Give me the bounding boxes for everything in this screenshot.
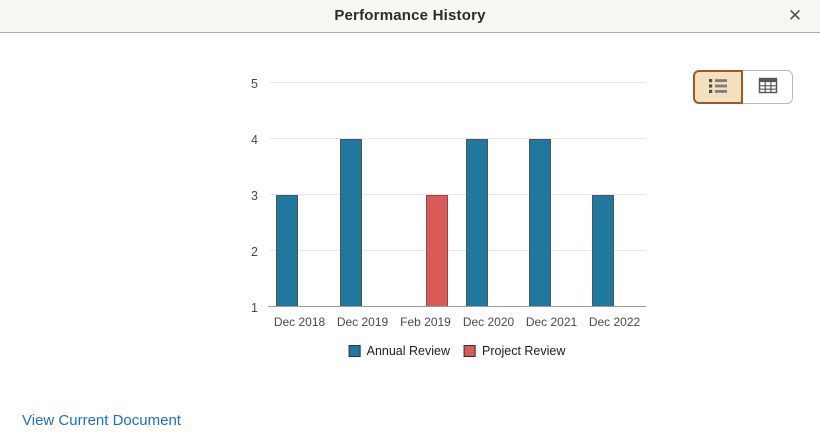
close-icon: ✕	[787, 6, 803, 25]
list-icon	[708, 78, 728, 97]
x-axis-labels: Dec 2018 Dec 2019 Feb 2019 Dec 2020 Dec 2021…	[268, 315, 646, 329]
y-tick-label: 4	[251, 133, 258, 147]
y-tick-label: 1	[251, 301, 258, 315]
gridline	[270, 138, 646, 139]
x-tick-label: Feb 2019	[400, 315, 451, 329]
gridline	[270, 82, 646, 83]
legend-item: Annual Review	[348, 344, 451, 358]
bar[interactable]	[276, 195, 299, 307]
dialog-title: Performance History	[334, 7, 486, 24]
x-axis-line	[268, 306, 646, 307]
legend-label: Annual Review	[366, 344, 451, 358]
chart-view-button[interactable]	[693, 70, 743, 104]
close-button[interactable]: ✕	[780, 0, 810, 32]
legend-item: Project Review	[464, 344, 565, 358]
y-tick-label: 3	[251, 189, 258, 203]
x-tick-label: Dec 2020	[462, 315, 515, 329]
y-tick-label: 5	[251, 77, 258, 91]
table-icon	[758, 77, 778, 97]
x-tick-label: Dec 2018	[273, 315, 326, 329]
bar[interactable]	[465, 139, 488, 307]
bar[interactable]	[425, 195, 448, 307]
bar[interactable]	[339, 139, 362, 307]
legend-swatch	[464, 345, 477, 357]
view-toggle-group	[693, 70, 793, 104]
legend-swatch	[348, 345, 361, 357]
grid-view-button[interactable]	[743, 70, 793, 104]
gridline	[270, 250, 646, 251]
gridline	[270, 194, 646, 195]
x-tick-label: Dec 2019	[336, 315, 389, 329]
x-tick-label: Dec 2021	[525, 315, 578, 329]
view-current-document-link[interactable]: View Current Document	[22, 412, 181, 429]
x-tick-label: Dec 2022	[588, 315, 641, 329]
chart-legend: Annual Review Project Review	[348, 344, 565, 358]
legend-label: Project Review	[482, 344, 566, 358]
bar[interactable]	[591, 195, 614, 307]
plot-area: 1 2 3 4 5	[251, 77, 646, 315]
y-tick-label: 2	[251, 245, 258, 259]
bar[interactable]	[528, 139, 551, 307]
dialog-header: Performance History ✕	[0, 0, 820, 33]
